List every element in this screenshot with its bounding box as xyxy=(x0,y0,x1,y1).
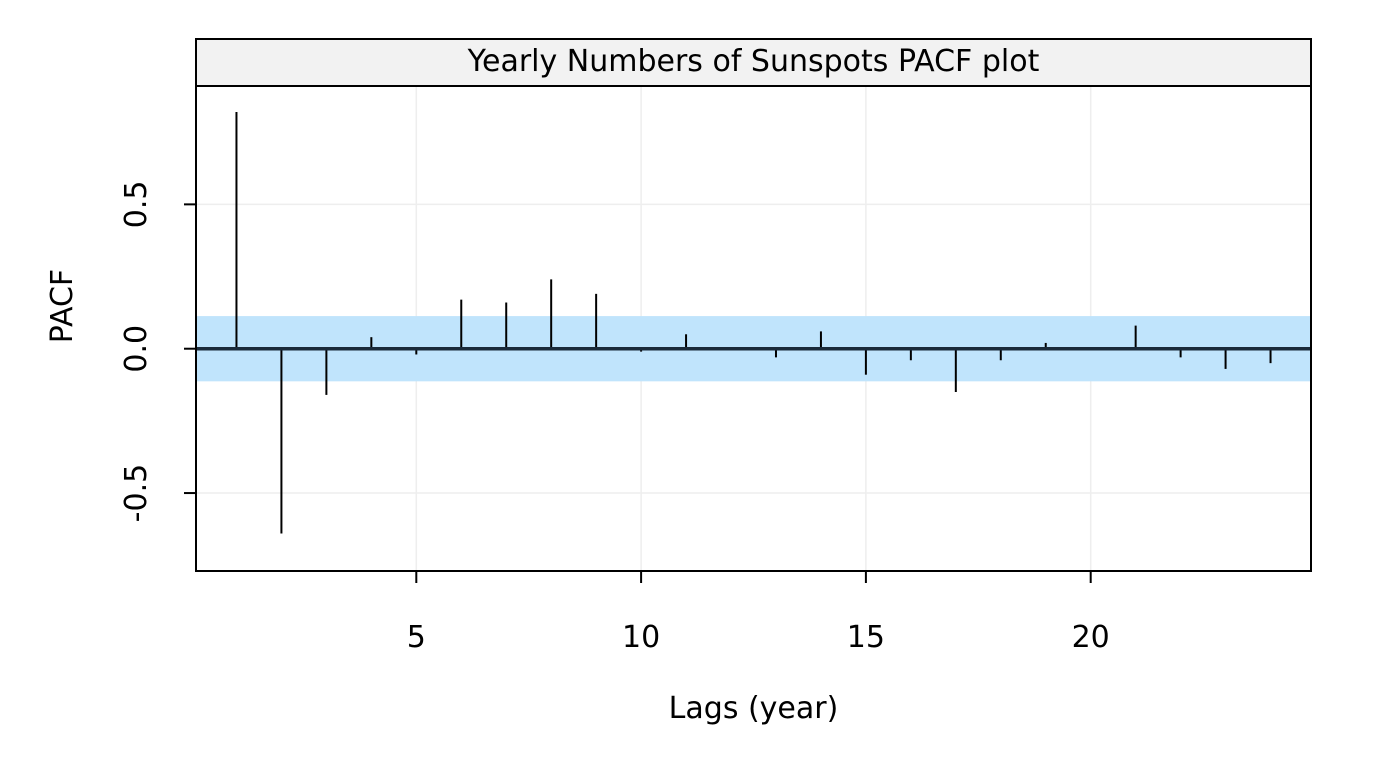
y-tick-label: 0.0 xyxy=(119,325,154,373)
y-axis-label: PACF xyxy=(45,269,80,343)
x-tick-label: 10 xyxy=(622,620,660,655)
y-tick-label: -0.5 xyxy=(119,464,154,523)
x-tick-label: 20 xyxy=(1072,620,1110,655)
x-tick-label: 15 xyxy=(847,620,885,655)
title-strip xyxy=(195,38,1312,87)
pacf-bars xyxy=(235,111,1272,534)
y-tick-label: 0.5 xyxy=(119,181,154,229)
plot-panel-border xyxy=(195,85,1312,572)
x-axis-label: Lags (year) xyxy=(669,691,839,726)
x-tick-label: 5 xyxy=(407,620,426,655)
chart-title: Yearly Numbers of Sunspots PACF plot xyxy=(467,44,1040,79)
axis-ticks: 5 10 15 20 -0.5 0.0 0.5 xyxy=(119,181,1110,655)
